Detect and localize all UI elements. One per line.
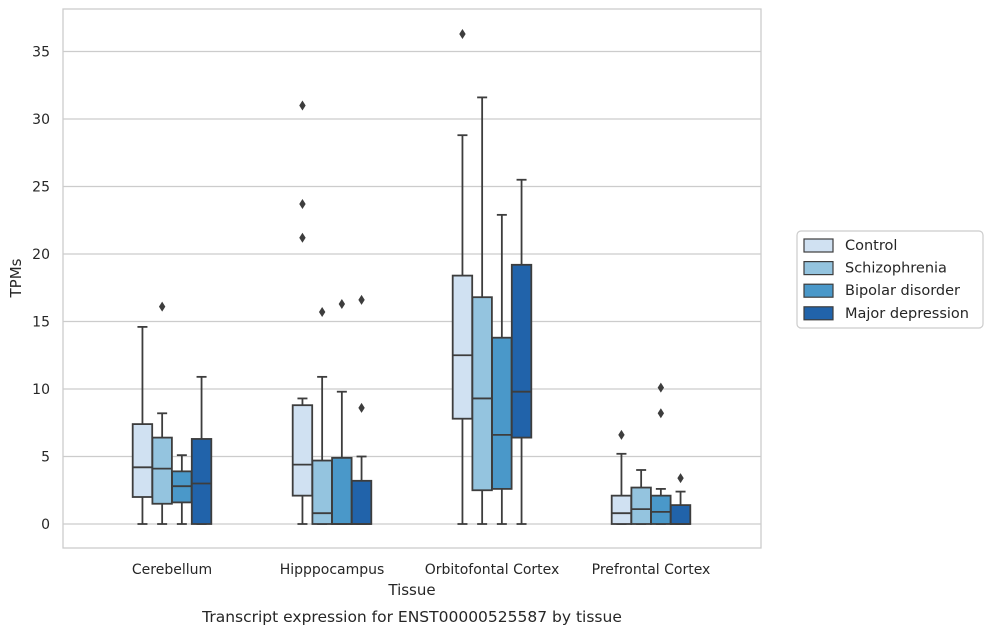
box-major-depression-1 bbox=[350, 294, 373, 525]
box-body bbox=[610, 494, 633, 525]
box-schizophrenia-2 bbox=[471, 96, 493, 525]
y-tick-label: 10 bbox=[32, 382, 50, 398]
grid-lines bbox=[63, 50, 761, 525]
outlier-point bbox=[299, 100, 306, 111]
box-body bbox=[311, 459, 333, 525]
outlier-point bbox=[299, 232, 306, 243]
box-body bbox=[650, 494, 672, 525]
legend-item: Major depression bbox=[803, 306, 969, 322]
box-major-depression-2 bbox=[510, 178, 533, 525]
box-major-depression-0 bbox=[190, 375, 213, 525]
legend-swatch bbox=[803, 238, 834, 253]
box-body bbox=[471, 296, 493, 492]
y-tick-label: 5 bbox=[41, 450, 50, 466]
outlier-point bbox=[338, 298, 346, 309]
box-body bbox=[510, 263, 533, 439]
outlier-point bbox=[459, 28, 466, 39]
box-body bbox=[331, 456, 353, 525]
legend-item: Schizophrenia bbox=[803, 261, 947, 277]
box-control-2 bbox=[451, 28, 474, 525]
legend-label: Bipolar disorder bbox=[845, 283, 960, 299]
y-tick-label: 25 bbox=[32, 180, 50, 196]
y-tick-label: 15 bbox=[32, 315, 50, 331]
outlier-point bbox=[358, 402, 365, 413]
outlier-point bbox=[158, 301, 166, 312]
box-body bbox=[630, 486, 652, 525]
legend-item: Control bbox=[803, 238, 897, 254]
legend-label: Schizophrenia bbox=[845, 261, 947, 277]
box-control-0 bbox=[131, 325, 154, 525]
box-body bbox=[451, 274, 474, 420]
legend-swatch bbox=[803, 261, 834, 276]
outlier-point bbox=[358, 294, 365, 305]
box-major-depression-3 bbox=[669, 473, 692, 525]
y-tick-label: 35 bbox=[32, 45, 50, 61]
box-body bbox=[151, 436, 173, 505]
y-tick-label: 30 bbox=[32, 112, 50, 128]
outlier-point bbox=[657, 382, 665, 393]
outlier-point bbox=[318, 307, 326, 318]
legend-label: Major depression bbox=[845, 306, 969, 322]
y-axis: 0 5 10 15 20 25 30 35 bbox=[32, 45, 50, 534]
outlier-point bbox=[618, 429, 625, 440]
y-tick-label: 20 bbox=[32, 247, 50, 263]
box-bipolar-disorder-1 bbox=[331, 298, 353, 525]
y-tick-label: 0 bbox=[41, 517, 50, 533]
box-schizophrenia-3 bbox=[630, 469, 652, 525]
box-body bbox=[491, 336, 513, 490]
legend-item: Bipolar disorder bbox=[803, 283, 960, 299]
plot-frame bbox=[62, 8, 762, 549]
chart-caption: Transcript expression for ENST0000052558… bbox=[201, 608, 622, 626]
box-body bbox=[131, 423, 154, 498]
x-axis: Cerebellum Hipppocampus Orbitofontal Corte… bbox=[132, 562, 710, 578]
y-axis-label: TPMs bbox=[7, 258, 25, 298]
box-schizophrenia-0 bbox=[151, 301, 173, 525]
legend-label: Control bbox=[845, 238, 897, 254]
box-body bbox=[291, 404, 314, 497]
x-axis-label: Tissue bbox=[387, 581, 435, 599]
box-bipolar-disorder-0 bbox=[171, 454, 193, 525]
x-tick-label: Cerebellum bbox=[132, 562, 212, 578]
legend-frame bbox=[796, 230, 984, 329]
box-body bbox=[669, 504, 692, 525]
x-tick-label: Orbitofontal Cortex bbox=[425, 562, 560, 578]
box-body bbox=[350, 479, 373, 525]
outlier-point bbox=[299, 199, 306, 210]
outlier-point bbox=[657, 408, 665, 419]
x-tick-label: Hipppocampus bbox=[280, 562, 385, 578]
legend: Control Schizophrenia Bipolar disorder Majo… bbox=[796, 230, 984, 329]
legend-swatch bbox=[803, 283, 834, 298]
box-body bbox=[190, 438, 213, 525]
plot-area bbox=[131, 28, 692, 525]
x-tick-label: Prefrontal Cortex bbox=[592, 562, 711, 578]
box-control-3 bbox=[610, 429, 633, 525]
box-schizophrenia-1 bbox=[311, 307, 333, 525]
box-bipolar-disorder-3 bbox=[650, 382, 672, 525]
box-bipolar-disorder-2 bbox=[491, 213, 513, 525]
box-control-1 bbox=[291, 100, 314, 525]
legend-swatch bbox=[803, 306, 834, 321]
outlier-point bbox=[677, 473, 684, 484]
